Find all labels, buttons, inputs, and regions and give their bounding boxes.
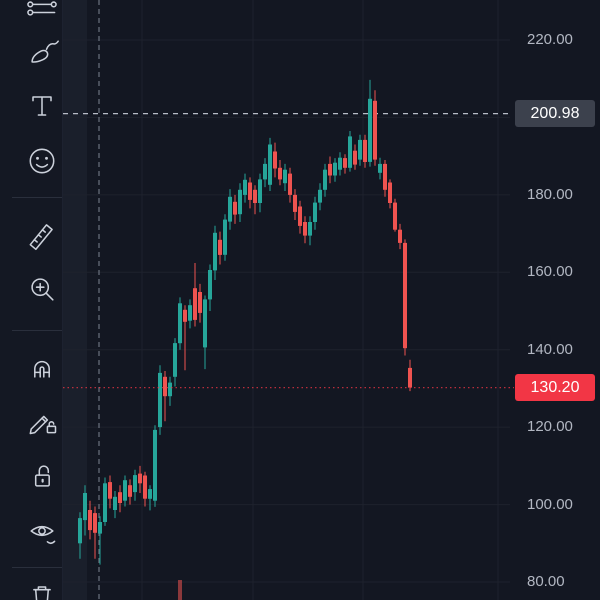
emoji-icon (29, 148, 55, 174)
zoom-in-icon (31, 278, 54, 301)
price-axis-label: 220.00 (527, 31, 573, 48)
candlestick-series (78, 79, 412, 565)
price-axis-label: 180.00 (527, 185, 573, 203)
tool-pencil-lock-button[interactable] (21, 399, 62, 441)
toolbar-divider (12, 330, 62, 331)
lock-icon (34, 465, 50, 487)
text-icon (32, 96, 52, 116)
price-axis-label: 140.00 (527, 340, 573, 358)
tool-zoom-in-button[interactable] (21, 268, 62, 310)
magnet-icon (34, 360, 50, 378)
tool-lines-button[interactable] (21, 0, 62, 29)
price-axis-label: 80.00 (527, 573, 565, 590)
ruler-icon (29, 224, 53, 251)
tool-trash-button[interactable] (21, 575, 62, 600)
last-price-badge: 130.20 (515, 374, 595, 402)
price-axis[interactable]: 220.00 180.00 160.00 140.00 120.00 100.00 80.0… (510, 0, 600, 600)
tool-text-button[interactable] (21, 85, 62, 127)
partial-bottom-bar (178, 580, 182, 600)
pencil-lock-icon (29, 415, 57, 435)
tool-magnet-button[interactable] (21, 346, 62, 388)
price-axis-label: 120.00 (527, 418, 573, 436)
toolbar-divider (12, 197, 62, 198)
pane-left-band (62, 0, 87, 600)
price-axis-label: 100.00 (527, 495, 573, 513)
brush-icon (31, 40, 59, 63)
tool-ruler-button[interactable] (21, 212, 62, 254)
toolbar-divider (12, 567, 62, 568)
price-axis-label: 160.00 (527, 263, 573, 281)
tool-brush-button[interactable] (21, 31, 62, 73)
trash-icon (33, 586, 51, 600)
tool-emoji-button[interactable] (21, 140, 62, 182)
eye-icon (30, 525, 56, 545)
drawing-toolbar (0, 0, 63, 600)
tool-eye-button[interactable] (21, 510, 62, 552)
price-level-badge: 200.98 (515, 100, 595, 128)
tool-lock-button[interactable] (21, 455, 62, 497)
grid-lines (62, 0, 510, 600)
lines-icon (27, 1, 57, 16)
